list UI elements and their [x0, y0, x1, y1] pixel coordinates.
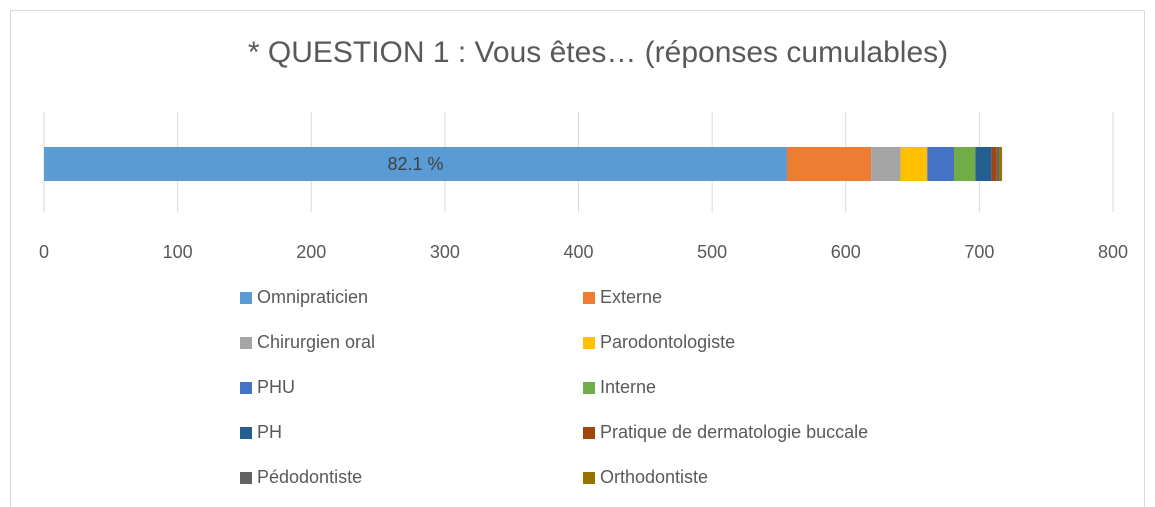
legend-swatch [240, 337, 252, 349]
legend-swatch [240, 427, 252, 439]
legend-swatch [240, 292, 252, 304]
legend-label: Pédodontiste [257, 467, 362, 487]
x-tick-label: 0 [39, 242, 49, 262]
legend-label: Chirurgien oral [257, 332, 375, 352]
legend-label: PH [257, 422, 282, 442]
legend-label: PHU [257, 377, 295, 397]
x-tick-label: 600 [831, 242, 861, 262]
legend-swatch [583, 292, 595, 304]
bar-segment [44, 147, 787, 181]
x-tick-label: 500 [697, 242, 727, 262]
legend-label: Omnipraticien [257, 287, 368, 307]
chart-title: * QUESTION 1 : Vous êtes… (réponses cumu… [248, 36, 948, 69]
bar-segment [991, 147, 997, 181]
legend-swatch [583, 337, 595, 349]
x-tick-label: 700 [964, 242, 994, 262]
bar-segment [900, 147, 928, 181]
bar-segment [975, 147, 992, 181]
x-tick-label: 200 [296, 242, 326, 262]
bar-segment [871, 147, 901, 181]
x-tick-label: 100 [163, 242, 193, 262]
legend-swatch [583, 427, 595, 439]
x-tick-label: 300 [430, 242, 460, 262]
legend-swatch [240, 382, 252, 394]
bar-segment [996, 147, 1000, 181]
legend-swatch [583, 472, 595, 484]
legend-label: Pratique de dermatologie buccale [600, 422, 868, 442]
chart-border [10, 10, 1145, 507]
x-tick-label: 400 [563, 242, 593, 262]
data-label: 82.1 % [387, 154, 443, 174]
bar-segment [953, 147, 976, 181]
legend-label: Externe [600, 287, 662, 307]
legend-swatch [240, 472, 252, 484]
bar-segment [786, 147, 872, 181]
x-tick-label: 800 [1098, 242, 1128, 262]
legend-label: Interne [600, 377, 656, 397]
legend-swatch [583, 382, 595, 394]
bar-segment [999, 147, 1003, 181]
legend-label: Orthodontiste [600, 467, 708, 487]
bar-segment [927, 147, 954, 181]
legend-label: Parodontologiste [600, 332, 735, 352]
